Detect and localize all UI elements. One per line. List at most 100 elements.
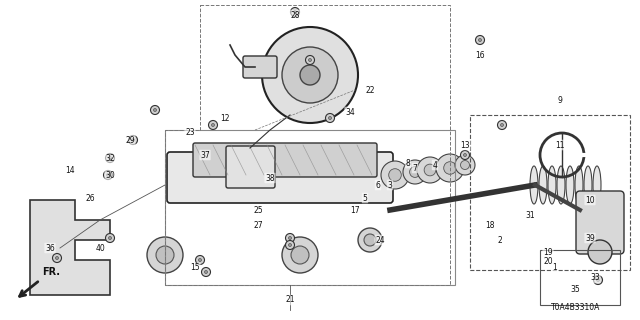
Circle shape — [109, 236, 111, 239]
Ellipse shape — [539, 166, 547, 204]
Circle shape — [328, 116, 332, 119]
Text: 33: 33 — [590, 274, 600, 283]
Circle shape — [444, 162, 456, 174]
Circle shape — [289, 236, 291, 239]
Circle shape — [305, 55, 314, 65]
Text: 31: 31 — [525, 211, 535, 220]
Text: 38: 38 — [265, 173, 275, 182]
Text: 35: 35 — [570, 285, 580, 294]
Text: 10: 10 — [585, 196, 595, 204]
Circle shape — [461, 150, 470, 159]
Text: 28: 28 — [291, 11, 300, 20]
Circle shape — [209, 121, 218, 130]
Text: 1: 1 — [552, 263, 557, 273]
Text: 5: 5 — [363, 194, 367, 203]
Text: 22: 22 — [365, 85, 375, 94]
Ellipse shape — [548, 166, 556, 204]
Circle shape — [211, 124, 214, 126]
Text: 37: 37 — [200, 150, 210, 159]
Circle shape — [131, 139, 134, 141]
Circle shape — [308, 59, 312, 61]
Text: 2: 2 — [498, 236, 502, 244]
Circle shape — [497, 121, 506, 130]
Text: 27: 27 — [253, 220, 263, 229]
Text: 13: 13 — [460, 140, 470, 149]
Circle shape — [593, 276, 602, 284]
Circle shape — [262, 27, 358, 123]
Text: 26: 26 — [85, 194, 95, 203]
Text: 39: 39 — [585, 234, 595, 243]
Polygon shape — [30, 200, 110, 295]
Text: 6: 6 — [376, 180, 380, 189]
Text: 19: 19 — [543, 247, 553, 257]
Circle shape — [106, 154, 115, 163]
Text: 30: 30 — [105, 171, 115, 180]
Circle shape — [479, 38, 481, 42]
Circle shape — [455, 155, 475, 175]
Circle shape — [285, 234, 294, 243]
Text: 7: 7 — [413, 164, 417, 172]
Circle shape — [294, 11, 296, 13]
FancyBboxPatch shape — [243, 56, 277, 78]
Text: 15: 15 — [190, 263, 200, 273]
FancyBboxPatch shape — [576, 191, 624, 254]
Text: 32: 32 — [105, 154, 115, 163]
Circle shape — [596, 278, 600, 282]
Text: 16: 16 — [475, 51, 485, 60]
Text: 20: 20 — [543, 258, 553, 267]
Ellipse shape — [530, 166, 538, 204]
FancyBboxPatch shape — [167, 152, 393, 203]
Bar — [165, 130, 455, 285]
Text: 25: 25 — [253, 205, 263, 214]
FancyBboxPatch shape — [193, 143, 377, 177]
Circle shape — [156, 246, 174, 264]
Circle shape — [289, 244, 291, 246]
Text: 24: 24 — [375, 236, 385, 244]
Circle shape — [403, 160, 427, 184]
Circle shape — [291, 246, 309, 264]
Circle shape — [326, 114, 335, 123]
Text: 14: 14 — [65, 165, 75, 174]
Circle shape — [381, 161, 409, 189]
Circle shape — [56, 257, 58, 260]
Bar — [470, 115, 630, 270]
Text: FR.: FR. — [42, 267, 60, 277]
Circle shape — [52, 253, 61, 262]
Ellipse shape — [566, 166, 574, 204]
Circle shape — [150, 106, 159, 115]
Circle shape — [300, 65, 320, 85]
Circle shape — [195, 255, 205, 265]
Circle shape — [147, 237, 183, 273]
Text: 8: 8 — [406, 158, 410, 167]
Text: 36: 36 — [45, 244, 55, 252]
Text: 17: 17 — [350, 205, 360, 214]
Circle shape — [476, 36, 484, 44]
FancyBboxPatch shape — [226, 146, 275, 188]
Ellipse shape — [575, 166, 583, 204]
Text: 9: 9 — [557, 95, 563, 105]
Bar — [540, 250, 620, 305]
Circle shape — [205, 270, 207, 274]
Circle shape — [461, 161, 470, 170]
Circle shape — [410, 167, 420, 177]
Circle shape — [588, 240, 612, 264]
Text: 18: 18 — [485, 220, 495, 229]
Text: 34: 34 — [345, 108, 355, 116]
Circle shape — [154, 108, 157, 111]
Circle shape — [436, 154, 464, 182]
Text: T0A4B3310A: T0A4B3310A — [550, 303, 600, 312]
Circle shape — [388, 169, 401, 181]
Text: 21: 21 — [285, 295, 295, 305]
Circle shape — [282, 237, 318, 273]
Circle shape — [198, 259, 202, 261]
Ellipse shape — [584, 166, 592, 204]
Circle shape — [291, 7, 300, 17]
Circle shape — [417, 157, 443, 183]
Circle shape — [463, 154, 467, 156]
Circle shape — [285, 241, 294, 250]
Circle shape — [129, 135, 138, 145]
Ellipse shape — [557, 166, 565, 204]
Circle shape — [358, 228, 382, 252]
Circle shape — [424, 164, 436, 176]
Text: 11: 11 — [556, 140, 564, 149]
